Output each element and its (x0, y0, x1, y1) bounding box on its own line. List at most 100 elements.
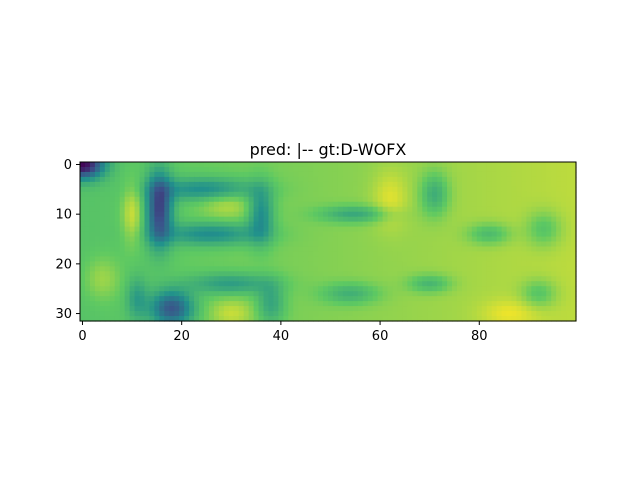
heatmap-cell (372, 162, 379, 168)
heatmap-cell (342, 176, 349, 183)
heatmap-cell (456, 226, 463, 233)
heatmap-cell (362, 181, 369, 188)
heatmap-cell (114, 266, 121, 272)
heatmap-cell (258, 191, 265, 198)
heatmap-cell (218, 231, 225, 238)
heatmap-cell (382, 261, 389, 267)
heatmap-cell (556, 296, 562, 302)
heatmap-cell (164, 241, 170, 248)
heatmap-cell (308, 256, 314, 262)
heatmap-cell (129, 226, 136, 233)
heatmap-cell (541, 196, 547, 203)
heatmap-cell (362, 186, 369, 193)
heatmap-cell (551, 196, 557, 203)
heatmap-cell (318, 166, 324, 173)
heatmap-cell (407, 186, 413, 193)
heatmap-cell (273, 206, 279, 213)
heatmap-cell (184, 181, 190, 188)
heatmap-cell (129, 221, 136, 228)
heatmap-cell (427, 181, 433, 188)
heatmap-cell (531, 231, 537, 238)
heatmap-cell (169, 251, 175, 258)
heatmap-cell (253, 271, 260, 277)
heatmap-cell (447, 241, 453, 248)
heatmap-cell (303, 206, 309, 213)
heatmap-cell (318, 261, 324, 267)
heatmap-cell (119, 246, 126, 253)
heatmap-cell (471, 301, 478, 307)
heatmap-cell (412, 246, 418, 253)
heatmap-cell (516, 246, 523, 253)
heatmap-cell (303, 201, 309, 208)
heatmap-cell (526, 276, 532, 282)
heatmap-cell (511, 191, 518, 198)
heatmap-cell (268, 191, 275, 198)
heatmap-cell (184, 311, 190, 317)
heatmap-cell (164, 201, 170, 208)
heatmap-cell (452, 181, 458, 188)
heatmap-cell (129, 251, 136, 258)
heatmap-cell (80, 226, 86, 233)
heatmap-cell (328, 186, 334, 193)
heatmap-cell (228, 176, 235, 183)
heatmap-cell (99, 176, 106, 183)
heatmap-cell (526, 306, 532, 312)
heatmap-cell (154, 281, 160, 287)
heatmap-cell (323, 276, 329, 282)
heatmap-cell (561, 311, 567, 317)
heatmap-cell (556, 196, 562, 203)
heatmap-cell (471, 176, 478, 183)
heatmap-cell (372, 261, 379, 267)
heatmap-cell (233, 206, 240, 213)
heatmap-cell (268, 266, 275, 272)
heatmap-cell (149, 236, 155, 243)
heatmap-cell (347, 261, 354, 267)
heatmap-cell (437, 246, 443, 253)
heatmap-cell (442, 276, 448, 282)
heatmap-cell (248, 266, 255, 272)
heatmap-cell (204, 246, 210, 253)
heatmap-cell (442, 306, 448, 312)
heatmap-cell (481, 191, 488, 198)
heatmap-cell (154, 296, 160, 302)
heatmap-cell (447, 216, 453, 223)
heatmap-cell (352, 246, 359, 253)
heatmap-cell (303, 231, 309, 238)
heatmap-cell (466, 271, 473, 277)
heatmap-cell (372, 221, 379, 228)
heatmap-cell (447, 276, 453, 282)
heatmap-cell (114, 271, 121, 277)
heatmap-cell (427, 241, 433, 248)
heatmap-cell (422, 162, 428, 168)
heatmap-cell (367, 221, 374, 228)
heatmap-cell (466, 206, 473, 213)
heatmap-cell (352, 271, 359, 277)
heatmap-cell (357, 286, 364, 292)
heatmap-cell (278, 211, 284, 218)
heatmap-cell (551, 211, 557, 218)
heatmap-cell (546, 186, 552, 193)
heatmap-cell (149, 241, 155, 248)
heatmap-cell (536, 162, 542, 168)
heatmap-cell (233, 311, 240, 317)
heatmap-cell (80, 261, 86, 267)
heatmap-cell (144, 231, 151, 238)
heatmap-cell (452, 162, 458, 168)
heatmap-cell (541, 266, 547, 272)
heatmap-cell (387, 162, 394, 168)
heatmap-cell (332, 236, 339, 243)
heatmap-cell (481, 231, 488, 238)
heatmap-cell (377, 166, 384, 173)
heatmap-cell (347, 231, 354, 238)
heatmap-cell (531, 261, 537, 267)
heatmap-cell (466, 186, 473, 193)
heatmap-cell (154, 271, 160, 277)
heatmap-cell (357, 186, 364, 193)
heatmap-cell (372, 181, 379, 188)
heatmap-cell (357, 236, 364, 243)
heatmap-cell (208, 261, 215, 267)
heatmap-cell (481, 226, 488, 233)
heatmap-cell (486, 211, 493, 218)
heatmap-cell (189, 291, 195, 297)
heatmap-cell (278, 276, 284, 282)
